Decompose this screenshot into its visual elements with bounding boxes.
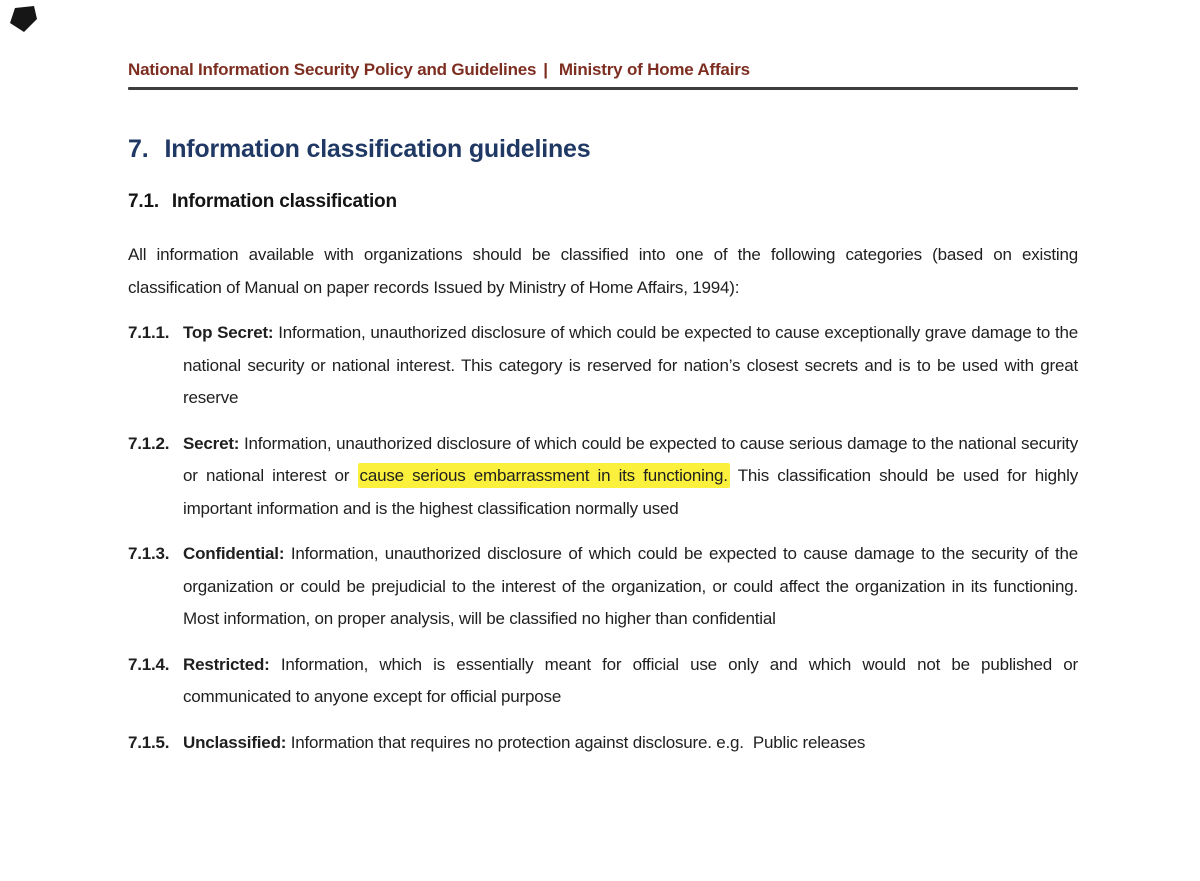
classification-list: 7.1.1. Top Secret: Information, unauthori… — [128, 317, 1078, 759]
subsection-title: Information classification — [171, 191, 397, 212]
classification-item: 7.1.1. Top Secret: Information, unauthori… — [128, 317, 1078, 415]
page-header: National Information Security Policy and… — [128, 58, 1078, 90]
item-term: Confidential: — [183, 544, 285, 563]
text-segment: Information that requires no protection … — [290, 732, 866, 752]
text-segment: This classification should be used for h… — [183, 466, 1078, 518]
item-number: 7.1.4. — [128, 654, 170, 674]
item-text: Information, unauthorized disclosure of … — [183, 544, 1078, 628]
header-organization: Ministry of Home Affairs — [558, 60, 750, 79]
text-segment: Information, which is essentially meant … — [183, 654, 1078, 707]
item-text: Information that requires no protection … — [290, 732, 866, 752]
text-segment: Information, unauthorized disclosure of … — [183, 433, 1078, 486]
item-term: Top Secret: — [183, 323, 274, 342]
header-rule — [128, 87, 1078, 90]
classification-item: 7.1.2. Secret: Information, unauthorized … — [128, 428, 1078, 526]
classification-item: 7.1.3. Confidential: Information, unautho… — [128, 538, 1078, 636]
section-heading: 7. Information classification guidelines — [128, 134, 1078, 164]
item-text: Information, which is essentially meant … — [183, 655, 1078, 707]
item-number: 7.1.1. — [128, 323, 170, 342]
text-segment: Information, unauthorized disclosure of … — [183, 544, 1078, 628]
header-separator: | — [543, 60, 548, 79]
item-term: Secret: — [183, 433, 240, 453]
text-segment: Information, unauthorized disclosure of … — [183, 323, 1078, 407]
classification-item: 7.1.5. Unclassified: Information that req… — [128, 727, 1078, 760]
highlighted-text: cause serious embarrassment in its funct… — [357, 463, 730, 488]
header-title: National Information Security Policy and… — [128, 60, 537, 79]
subsection-heading: 7.1. Information classification — [128, 190, 1078, 214]
item-number: 7.1.5. — [128, 732, 170, 752]
item-text: Information, unauthorized disclosure of … — [183, 323, 1078, 407]
subsection-number: 7.1. — [128, 191, 159, 212]
item-term: Restricted: — [183, 654, 270, 674]
item-number: 7.1.3. — [128, 544, 170, 563]
item-number: 7.1.2. — [128, 433, 170, 453]
section-number: 7. — [128, 135, 149, 163]
section-title: Information classification guidelines — [164, 135, 591, 163]
item-text: Information, unauthorized disclosure of … — [183, 434, 1078, 518]
classification-item: 7.1.4. Restricted: Information, which is … — [128, 649, 1078, 714]
scan-artifact — [10, 6, 37, 32]
intro-paragraph: All information available with organizat… — [128, 245, 1078, 297]
item-term: Unclassified: — [183, 732, 287, 752]
